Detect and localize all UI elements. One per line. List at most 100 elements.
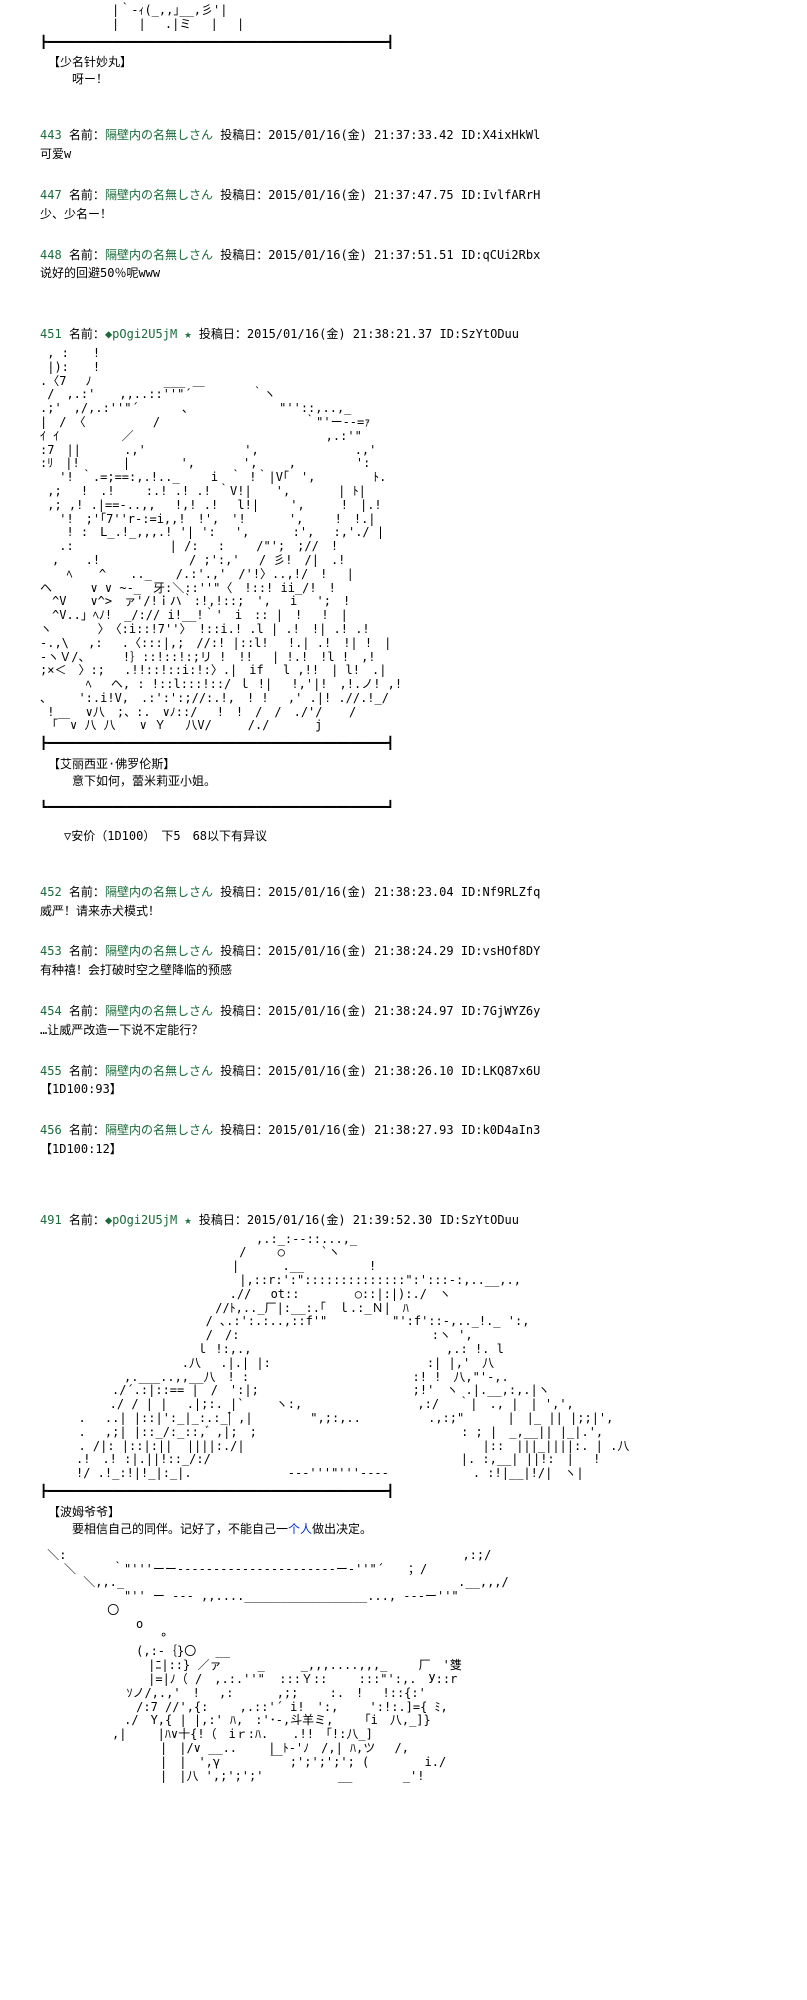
post-num: 454 <box>40 1004 62 1018</box>
post-num: 443 <box>40 128 62 142</box>
label-date: 投稿日： <box>199 1213 247 1227</box>
label-name: 名前： <box>69 885 105 899</box>
post-448: 448 名前：隔壁内の名無しさん 投稿日：2015/01/16(金) 21:37… <box>40 247 767 283</box>
post-name: 隔壁内の名無しさん <box>105 1064 213 1078</box>
aa-pom: ,.:_:--::...,_ / ○ `ヽ | .__ ! |,::r:':":… <box>40 1233 767 1481</box>
post-tripname: ◆pOgi2U5jM ★ <box>105 1213 192 1227</box>
post-body: 【1D100:12】 <box>40 1141 767 1158</box>
post-date: 2015/01/16(金) 21:38:24.97 <box>268 1004 453 1018</box>
post-header: 454 名前：隔壁内の名無しさん 投稿日：2015/01/16(金) 21:38… <box>40 1003 767 1020</box>
post-num: 447 <box>40 188 62 202</box>
post-id: ID:Nf9RLZfq <box>461 885 540 899</box>
post-num: 453 <box>40 944 62 958</box>
post-num: 448 <box>40 248 62 262</box>
aa-fragment-top: |｀-ｨ(_,,｣__,彡'| | | .|ミ | | <box>40 4 767 32</box>
post-454: 454 名前：隔壁内の名無しさん 投稿日：2015/01/16(金) 21:38… <box>40 1003 767 1039</box>
post-443: 443 名前：隔壁内の名無しさん 投稿日：2015/01/16(金) 21:37… <box>40 127 767 163</box>
post-date: 2015/01/16(金) 21:38:27.93 <box>268 1123 453 1137</box>
post-name: 隔壁内の名無しさん <box>105 944 213 958</box>
label-date: 投稿日： <box>220 1064 268 1078</box>
speaker-491: 【波姆爷爷】 要相信自己的同伴。记好了，不能自己一个人做出决定。 <box>48 1503 767 1537</box>
post-id: ID:X4ixHkWl <box>461 128 540 142</box>
post-tripname: ◆pOgi2U5jM ★ <box>105 327 192 341</box>
post-body: 有种禧！会打破时空之壁降临的预感 <box>40 962 767 979</box>
label-date: 投稿日： <box>220 128 268 142</box>
label-date: 投稿日： <box>220 248 268 262</box>
aa-pom-bubble: ＼: ,:;/ ＼ ｀"'''ーー----------------------ー… <box>40 1549 767 1784</box>
post-id: ID:SzYtODuu <box>440 327 519 341</box>
post-header: 452 名前：隔壁内の名無しさん 投稿日：2015/01/16(金) 21:38… <box>40 884 767 901</box>
post-num: 452 <box>40 885 62 899</box>
hr-451-bottom: ┗━━━━━━━━━━━━━━━━━━━━━━━━━━━━━━━━━━━━━━━… <box>40 801 767 815</box>
post-456: 456 名前：隔壁内の名無しさん 投稿日：2015/01/16(金) 21:38… <box>40 1122 767 1158</box>
speaker-451-name: 【艾丽西亚·佛罗伦斯】 <box>48 757 175 771</box>
label-name: 名前： <box>69 1123 105 1137</box>
post-header: 451 名前：◆pOgi2U5jM ★ 投稿日：2015/01/16(金) 21… <box>40 326 767 343</box>
speaker-491-line-suffix: 做出决定。 <box>312 1522 372 1536</box>
post-date: 2015/01/16(金) 21:37:33.42 <box>268 128 453 142</box>
hr-451: ┣━━━━━━━━━━━━━━━━━━━━━━━━━━━━━━━━━━━━━━━… <box>40 737 767 751</box>
label-name: 名前： <box>69 327 105 341</box>
hr-top: ┣━━━━━━━━━━━━━━━━━━━━━━━━━━━━━━━━━━━━━━━… <box>40 36 767 50</box>
speaker-491-line-prefix: 要相信自己的同伴。记好了，不能自己一 <box>48 1522 288 1536</box>
hr-491: ┣━━━━━━━━━━━━━━━━━━━━━━━━━━━━━━━━━━━━━━━… <box>40 1485 767 1499</box>
post-num: 456 <box>40 1123 62 1137</box>
post-date: 2015/01/16(金) 21:38:26.10 <box>268 1064 453 1078</box>
post-body: 威严！请来赤犬模式！ <box>40 903 767 920</box>
post-id: ID:vsHOf8DY <box>461 944 540 958</box>
label-name: 名前： <box>69 944 105 958</box>
post-date: 2015/01/16(金) 21:38:23.04 <box>268 885 453 899</box>
label-name: 名前： <box>69 1213 105 1227</box>
post-num: 455 <box>40 1064 62 1078</box>
post-453: 453 名前：隔壁内の名無しさん 投稿日：2015/01/16(金) 21:38… <box>40 943 767 979</box>
post-455: 455 名前：隔壁内の名無しさん 投稿日：2015/01/16(金) 21:38… <box>40 1063 767 1099</box>
post-id: ID:LKQ87x6U <box>461 1064 540 1078</box>
post-452: 452 名前：隔壁内の名無しさん 投稿日：2015/01/16(金) 21:38… <box>40 884 767 920</box>
label-date: 投稿日： <box>220 885 268 899</box>
post-header: 447 名前：隔壁内の名無しさん 投稿日：2015/01/16(金) 21:37… <box>40 187 767 204</box>
post-header: 453 名前：隔壁内の名無しさん 投稿日：2015/01/16(金) 21:38… <box>40 943 767 960</box>
label-name: 名前： <box>69 188 105 202</box>
label-name: 名前： <box>69 128 105 142</box>
speaker-top: 【少名针妙丸】 呀ー！ <box>48 53 767 87</box>
label-date: 投稿日： <box>199 327 247 341</box>
post-id: ID:qCUi2Rbx <box>461 248 540 262</box>
post-name: 隔壁内の名無しさん <box>105 885 213 899</box>
post-date: 2015/01/16(金) 21:38:24.29 <box>268 944 453 958</box>
speaker-top-line: 呀ー！ <box>48 72 108 86</box>
post-name: 隔壁内の名無しさん <box>105 128 213 142</box>
post-date: 2015/01/16(金) 21:39:52.30 <box>247 1213 432 1227</box>
post-name: 隔壁内の名無しさん <box>105 188 213 202</box>
post-body: 少、少名ー！ <box>40 206 767 223</box>
post-header: 455 名前：隔壁内の名無しさん 投稿日：2015/01/16(金) 21:38… <box>40 1063 767 1080</box>
post-header: 443 名前：隔壁内の名無しさん 投稿日：2015/01/16(金) 21:37… <box>40 127 767 144</box>
speaker-451: 【艾丽西亚·佛罗伦斯】 意下如何，蕾米莉亚小姐。 <box>48 755 767 789</box>
thread-container: |｀-ｨ(_,,｣__,彡'| | | .|ミ | | ┣━━━━━━━━━━━… <box>0 4 807 1783</box>
post-body: 可爱w <box>40 146 767 163</box>
post-447: 447 名前：隔壁内の名無しさん 投稿日：2015/01/16(金) 21:37… <box>40 187 767 223</box>
speaker-491-name: 【波姆爷爷】 <box>48 1505 120 1519</box>
post-body: 【1D100:93】 <box>40 1081 767 1098</box>
post-body: 说好的回避50％呢www <box>40 265 767 282</box>
post-id: ID:SzYtODuu <box>440 1213 519 1227</box>
label-name: 名前： <box>69 1064 105 1078</box>
post-451: 451 名前：◆pOgi2U5jM ★ 投稿日：2015/01/16(金) 21… <box>40 326 767 844</box>
speaker-top-name: 【少名针妙丸】 <box>48 55 132 69</box>
post-body: …让威严改造一下说不定能行？ <box>40 1022 767 1039</box>
post-id: ID:7GjWYZ6y <box>461 1004 540 1018</box>
post-name: 隔壁内の名無しさん <box>105 248 213 262</box>
speaker-451-line: 意下如何，蕾米莉亚小姐。 <box>48 774 216 788</box>
post-id: ID:k0D4aIn3 <box>461 1123 540 1137</box>
post-num: 491 <box>40 1213 62 1227</box>
post-num: 451 <box>40 327 62 341</box>
post-date: 2015/01/16(金) 21:37:47.75 <box>268 188 453 202</box>
post-name: 隔壁内の名無しさん <box>105 1123 213 1137</box>
post-header: 491 名前：◆pOgi2U5jM ★ 投稿日：2015/01/16(金) 21… <box>40 1212 767 1229</box>
label-name: 名前： <box>69 248 105 262</box>
anka-451: ▽安价（1D100） 下5 68以下有异议 <box>40 827 767 844</box>
speaker-491-line-link[interactable]: 个人 <box>288 1522 312 1536</box>
aa-alicia: , : ! |): ! .〈7 ﾉ ___ ＿ / ,.:' ,,..::''"… <box>40 347 767 733</box>
post-header: 456 名前：隔壁内の名無しさん 投稿日：2015/01/16(金) 21:38… <box>40 1122 767 1139</box>
label-date: 投稿日： <box>220 1004 268 1018</box>
post-491: 491 名前：◆pOgi2U5jM ★ 投稿日：2015/01/16(金) 21… <box>40 1212 767 1783</box>
